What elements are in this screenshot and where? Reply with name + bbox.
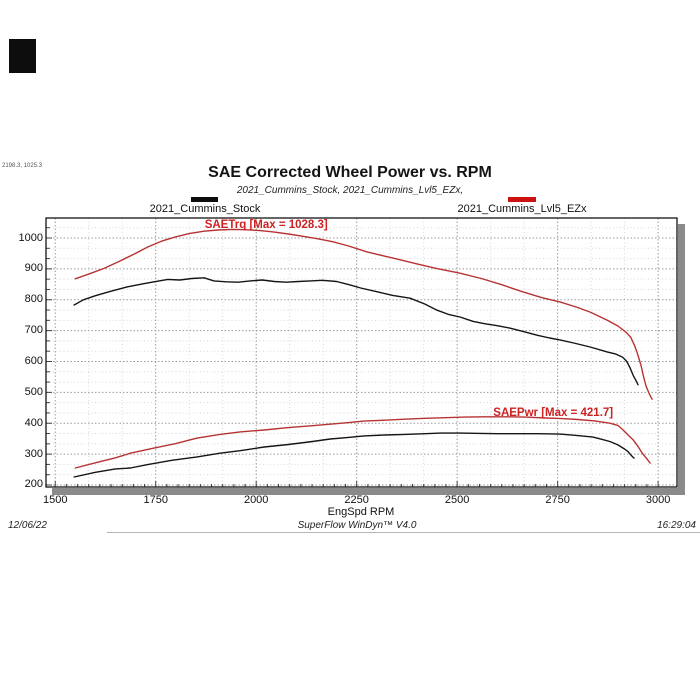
x-tick-label: 3000 xyxy=(645,494,671,506)
legend-swatch-lvl5 xyxy=(508,197,536,202)
plot-shadow-bottom xyxy=(52,488,685,495)
y-tick-label: 600 xyxy=(24,354,43,367)
x-axis-label: EngSpd RPM xyxy=(327,506,395,518)
y-tick-label: 800 xyxy=(24,293,43,306)
annotation-saetrq-max: SAETrq [Max = 1028.3] xyxy=(204,219,328,232)
plot-background xyxy=(46,218,677,487)
y-tick-label: 700 xyxy=(24,324,43,337)
series-2021-cummins-lvl5-ezx-saetrq xyxy=(74,228,653,400)
corner-marker xyxy=(9,39,36,73)
series-2021-cummins-stock-saepwr xyxy=(73,432,635,478)
chart-title: SAE Corrected Wheel Power vs. RPM xyxy=(208,164,492,181)
plot-shadow-right xyxy=(678,224,685,494)
y-tick-label: 900 xyxy=(24,262,43,275)
series-2021-cummins-stock-saetrq xyxy=(73,277,639,386)
footer-app-name: SuperFlow WinDyn™ V4.0 xyxy=(297,520,417,531)
footer-divider xyxy=(107,532,700,533)
plot-border xyxy=(45,217,678,488)
x-tick-label: 2250 xyxy=(344,494,369,506)
series-2021-cummins-lvl5-ezx-saepwr xyxy=(74,416,651,469)
y-tick-label: 300 xyxy=(24,447,43,460)
footer-time: 16:29:04 xyxy=(657,520,696,531)
y-tick-label: 500 xyxy=(24,385,43,398)
y-tick-label: 200 xyxy=(24,478,43,491)
y-tick-label: 1000 xyxy=(18,231,43,244)
chart-subtitle: 2021_Cummins_Stock, 2021_Cummins_Lvl5_EZ… xyxy=(236,185,464,196)
x-tick-label: 1750 xyxy=(143,494,168,506)
x-tick-label: 1500 xyxy=(42,494,68,506)
annotation-saepwr-max: SAEPwr [Max = 421.7] xyxy=(493,407,614,420)
legend-label-lvl5: 2021_Cummins_Lvl5_EZx xyxy=(457,203,587,215)
footer-date: 12/06/22 xyxy=(8,520,47,531)
x-tick-label: 2500 xyxy=(444,494,470,506)
legend-label-stock: 2021_Cummins_Stock xyxy=(149,203,261,215)
x-tick-label: 2000 xyxy=(243,494,269,506)
legend-swatch-stock xyxy=(191,197,218,202)
y-tick-label: 400 xyxy=(24,416,43,429)
cursor-readout: 2198.3, 1025.3 xyxy=(2,163,43,169)
x-tick-label: 2750 xyxy=(545,494,570,506)
